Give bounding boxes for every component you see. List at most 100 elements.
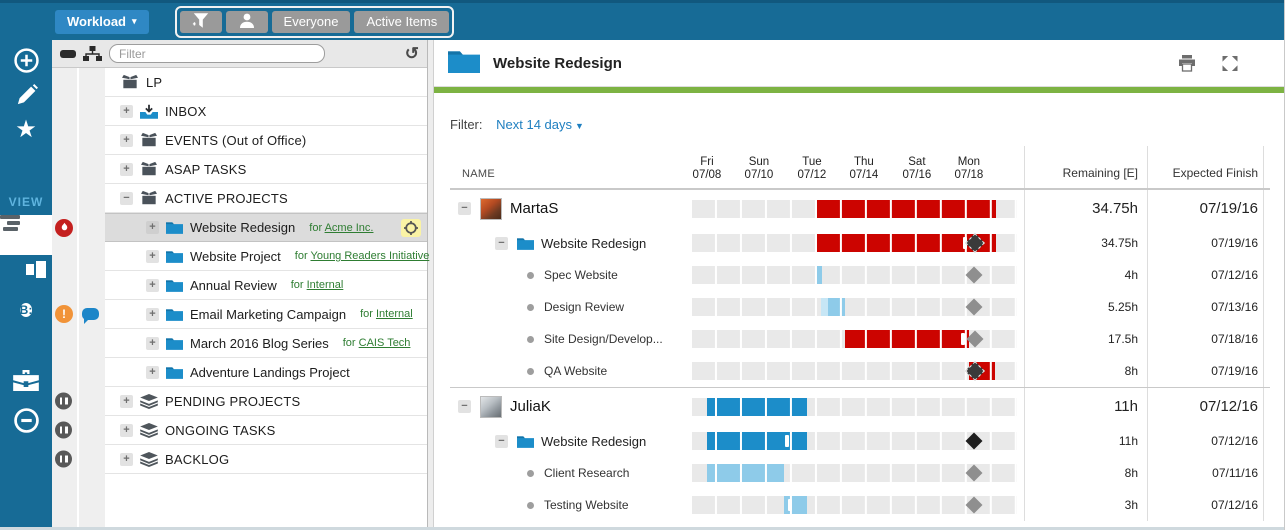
expander-icon[interactable]: + (120, 394, 133, 408)
everyone-filter-button[interactable]: Everyone (271, 10, 351, 33)
paused-status-icon[interactable] (55, 421, 72, 439)
tree-body: LP + INBOX + EVENTS (Out of Office) + ASAP TAS… (52, 68, 430, 530)
workload-row-site-design-develop[interactable]: Site Design/Develop... 17.5h 07/18/16 (450, 323, 1270, 355)
projects-briefcase-icon[interactable] (0, 370, 52, 396)
refresh-icon[interactable]: ↺ (404, 44, 419, 63)
tree-item-active-projects[interactable]: − ACTIVE PROJECTS (105, 184, 427, 213)
tree-item-email-marketing-campaign[interactable]: ! + Email Marketing Campaign for Internal (55, 300, 427, 329)
workload-row-website-redesign[interactable]: − Website Redesign 11h 07/12/16 (450, 425, 1270, 457)
hierarchy-view-icon[interactable] (83, 46, 102, 61)
schedule-bar (821, 298, 829, 316)
workload-row-testing-website[interactable]: Testing Website 3h 07/12/16 (450, 489, 1270, 521)
expander-icon[interactable]: − (495, 236, 508, 250)
expected-finish-value: 07/11/16 (1148, 457, 1264, 489)
workload-row-juliak[interactable]: − JuliaK 11h 07/12/16 (450, 387, 1270, 425)
task-bullet-icon (527, 335, 534, 343)
workload-menu-button[interactable]: Workload ▾ (55, 9, 149, 34)
expander-icon[interactable]: + (120, 452, 133, 466)
favorites-star-icon[interactable]: ★ (15, 116, 37, 143)
expected-finish-value: 07/12/16 (1148, 425, 1264, 457)
tree-item-backlog[interactable]: + BACKLOG (55, 445, 427, 474)
task-name: Spec Website (544, 268, 618, 282)
comment-bubble-icon[interactable] (82, 308, 99, 324)
workload-row-design-review[interactable]: Design Review 5.25h 07/13/16 (450, 291, 1270, 323)
expander-icon[interactable]: + (120, 423, 133, 437)
client-link[interactable]: Young Readers Initiative (310, 250, 430, 262)
workload-row-martas[interactable]: − MartaS 34.75h 07/19/16 (450, 189, 1270, 227)
page-title: Website Redesign (493, 54, 622, 72)
client-link[interactable]: Internal (375, 308, 413, 320)
expander-icon[interactable]: + (146, 336, 159, 350)
expander-icon[interactable]: − (458, 400, 471, 413)
tree-item-adventure-landings-project[interactable]: + Adventure Landings Project (105, 358, 427, 387)
workload-row-website-redesign[interactable]: − Website Redesign 34.75h 07/19/16 (450, 227, 1270, 259)
expander-icon[interactable]: + (146, 365, 159, 379)
tree-item-lp[interactable]: LP (105, 68, 427, 97)
flame-alert-icon[interactable] (55, 218, 73, 237)
expander-icon[interactable]: − (495, 434, 508, 448)
expander-icon[interactable]: − (458, 202, 471, 215)
baseline-view-tab[interactable]: B: (0, 298, 52, 322)
date-header-07-18: Mon 07/18 (954, 156, 984, 181)
expected-finish-value: 07/19/16 (1148, 227, 1264, 259)
fullscreen-expand-icon[interactable] (1222, 55, 1238, 71)
paused-status-icon[interactable] (55, 450, 72, 468)
expander-icon[interactable]: + (120, 133, 133, 147)
for-label: for (360, 308, 376, 320)
tree-filter-input[interactable] (109, 44, 325, 63)
schedule-bar (845, 330, 969, 348)
table-header: NAME Fri 07/08 Sun 07/10 Tue 07/12 Thu 07/14 Sat… (450, 146, 1270, 189)
add-item-button[interactable] (0, 48, 52, 78)
tree-item-label: Annual Review (190, 277, 277, 293)
expander-icon[interactable]: − (120, 191, 133, 205)
row-timeline-cell (683, 496, 1024, 514)
client-link[interactable]: Acme Inc. (324, 221, 374, 234)
tree-item-website-redesign[interactable]: + Website Redesign for Acme Inc. (55, 213, 427, 242)
tree-item-events-out-of-office[interactable]: + EVENTS (Out of Office) (105, 126, 427, 155)
blocked-items-icon[interactable] (0, 408, 52, 438)
tree-item-label: Website Project (190, 248, 281, 264)
expander-icon[interactable]: + (146, 221, 159, 234)
client-link[interactable]: Internal (306, 279, 344, 291)
warning-alert-icon[interactable]: ! (55, 305, 73, 323)
task-bullet-icon (527, 303, 534, 311)
tree-item-pending-projects[interactable]: + PENDING PROJECTS (55, 387, 427, 416)
expander-icon[interactable]: + (120, 104, 133, 118)
print-icon[interactable] (1178, 54, 1196, 72)
tree-item-asap-tasks[interactable]: + ASAP TASKS (105, 155, 427, 184)
client-link-wrap: for Internal (360, 308, 413, 320)
schedule-track (692, 266, 1017, 284)
locate-target-icon[interactable] (401, 218, 421, 237)
collapse-panel-icon[interactable] (60, 49, 76, 58)
expander-icon[interactable]: + (146, 249, 159, 263)
tree-item-label: ONGOING TASKS (165, 422, 276, 438)
person-icon (239, 13, 254, 31)
add-filter-button[interactable] (179, 10, 222, 33)
tree-item-ongoing-tasks[interactable]: + ONGOING TASKS (55, 416, 427, 445)
workload-row-qa-website[interactable]: QA Website 8h 07/19/16 (450, 355, 1270, 387)
filter-range-dropdown[interactable]: Next 14 days ▼ (496, 117, 584, 132)
active-items-filter-button[interactable]: Active Items (354, 10, 450, 33)
folder-icon (517, 435, 534, 448)
client-link[interactable]: CAIS Tech (358, 337, 411, 349)
tree-item-website-project[interactable]: + Website Project for Young Readers Initia… (105, 242, 430, 271)
expected-finish-value: 07/19/16 (1148, 190, 1264, 227)
paused-status-icon[interactable] (55, 392, 72, 410)
tree-item-march-2016-blog-series[interactable]: + March 2016 Blog Series for CAIS Tech (105, 329, 427, 358)
date-header-07-10: Sun 07/10 (744, 156, 774, 181)
date-header-07-14: Thu 07/14 (849, 156, 879, 181)
workload-row-client-research[interactable]: Client Research 8h 07/11/16 (450, 457, 1270, 489)
edit-pencil-icon[interactable] (0, 84, 52, 112)
expected-finish-value: 07/12/16 (1148, 489, 1264, 521)
tree-item-annual-review[interactable]: + Annual Review for Internal (105, 271, 427, 300)
workload-view-tab[interactable] (0, 215, 52, 255)
row-name-cell: − JuliaK (450, 395, 683, 418)
tree-item-inbox[interactable]: + INBOX (105, 97, 427, 126)
expander-icon[interactable]: + (120, 162, 133, 176)
person-filter-button[interactable] (225, 10, 268, 33)
schedule-track (692, 330, 1017, 348)
expander-icon[interactable]: + (146, 278, 159, 292)
remaining-value: 11h (1024, 425, 1148, 457)
workload-row-spec-website[interactable]: Spec Website 4h 07/12/16 (450, 259, 1270, 291)
expander-icon[interactable]: + (146, 307, 159, 321)
